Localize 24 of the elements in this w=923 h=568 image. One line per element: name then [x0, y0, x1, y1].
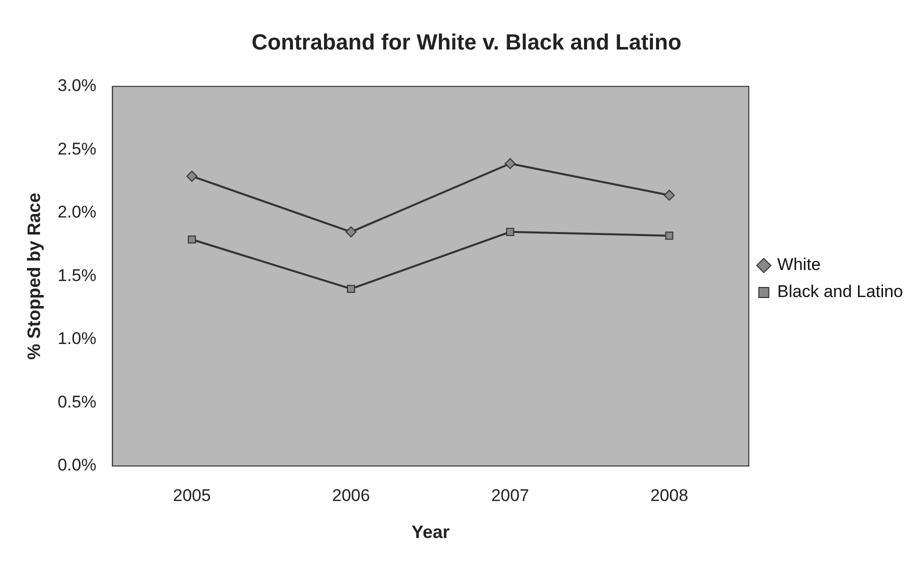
point	[346, 226, 357, 238]
point	[664, 190, 675, 201]
y-tick-label: 0.0%	[58, 456, 96, 475]
point	[346, 284, 356, 293]
point	[188, 235, 196, 244]
y-axis-title: % Stopped by Race	[24, 192, 44, 360]
legend-label: White	[777, 255, 821, 274]
y-tick-label: 2.5%	[58, 139, 96, 158]
point	[506, 228, 514, 236]
chart-title: Contraband for White v. Black and Latino	[252, 29, 682, 54]
x-tick-label: 2007	[491, 486, 530, 505]
y-tick-label: 3.0%	[58, 76, 96, 96]
y-tick-label: 2.0%	[58, 202, 96, 222]
point	[504, 158, 516, 170]
y-tick-label: 1.0%	[58, 329, 96, 348]
y-tick-label: 1.5%	[58, 266, 96, 285]
point	[186, 170, 198, 182]
x-tick-label: 2008	[650, 486, 688, 505]
y-tick-label: 0.5%	[58, 392, 96, 412]
point	[665, 232, 674, 240]
legend-label: Black and Latino	[777, 282, 904, 302]
x-tick-label: 2005	[172, 486, 211, 505]
x-tick-label: 2006	[332, 486, 370, 505]
x-axis-title: Year	[412, 522, 450, 542]
